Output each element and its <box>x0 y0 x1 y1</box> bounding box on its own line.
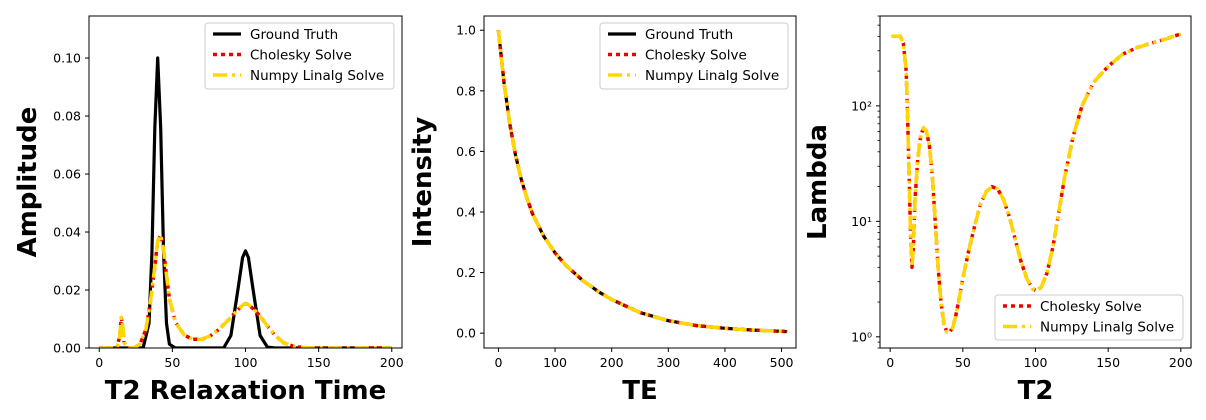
chart-3: 0 50 100 150 200 10⁰ 10¹ 10² T2 Lambda Cholesky So… <box>803 15 1193 406</box>
plot-frame <box>483 15 797 349</box>
x-axis-label: T2 Relaxation Time <box>105 376 386 406</box>
legend-box <box>994 294 1184 341</box>
x-tick-label: 0 <box>886 355 894 370</box>
y-tick-label: 0.00 <box>53 341 81 356</box>
y-tick-label: 10² <box>851 98 872 113</box>
series-line-numpy-linalg-solve <box>496 30 788 334</box>
x-tick-label: 150 <box>1096 355 1120 370</box>
legend-label: Ground Truth <box>250 27 338 43</box>
x-tick-label: 500 <box>770 355 794 370</box>
y-tick-label: 1.0 <box>456 23 476 38</box>
series-line-numpy-linalg-solve <box>891 32 1182 334</box>
y-axis-label: Lambda <box>803 124 833 240</box>
legend-label: Cholesky Solve <box>250 48 352 64</box>
y-tick-label: 0.4 <box>456 204 476 219</box>
x-tick-label: 0 <box>494 355 502 370</box>
legend-label: Numpy Linalg Solve <box>250 68 384 84</box>
legend: Ground Truth Cholesky Solve Numpy Linalg S… <box>599 22 789 90</box>
y-tick-label: 0.02 <box>53 283 81 298</box>
y-tick-label: 0.04 <box>53 225 81 240</box>
x-tick-label: 100 <box>543 355 567 370</box>
legend-label: Cholesky Solve <box>645 48 747 64</box>
y-tick-label: 0.08 <box>53 109 81 124</box>
legend-label: Numpy Linalg Solve <box>645 68 779 84</box>
legend-label: Ground Truth <box>645 27 733 43</box>
legend-label: Numpy Linalg Solve <box>1040 320 1174 336</box>
y-axis-label: Amplitude <box>13 107 43 258</box>
x-tick-label: 200 <box>600 355 624 370</box>
series-line-cholesky-solve <box>891 32 1182 334</box>
x-tick-label: 50 <box>164 355 180 370</box>
plot-frame <box>879 15 1192 349</box>
y-axis-label: Intensity <box>408 117 438 248</box>
x-tick-label: 150 <box>307 355 331 370</box>
chart-2: 0 100 200 300 400 500 0.0 0.2 0.4 0.6 0.8 1.0 TE Inte… <box>408 15 797 406</box>
x-tick-label: 300 <box>656 355 680 370</box>
x-tick-label: 100 <box>1024 355 1048 370</box>
y-tick-label: 0.10 <box>53 51 81 66</box>
plot-frame <box>88 15 403 349</box>
x-tick-label: 50 <box>955 355 971 370</box>
y-tick-label: 0.06 <box>53 167 81 182</box>
series-line-numpy-linalg-solve <box>99 233 392 348</box>
legend: Cholesky Solve Numpy Linalg Solve <box>994 294 1184 341</box>
y-tick-label: 10⁰ <box>851 329 872 344</box>
legend-label: Cholesky Solve <box>1040 299 1142 315</box>
chart-1: 0 50 100 150 200 0.00 0.02 0.04 0.06 0.08 0.10 T2 R… <box>13 15 404 406</box>
y-tick-label: 0.2 <box>456 265 476 280</box>
y-tick-label: 0.8 <box>456 83 476 98</box>
y-tick-label: 0.6 <box>456 144 476 159</box>
x-tick-label: 200 <box>380 355 404 370</box>
legend-box <box>599 22 789 90</box>
x-tick-label: 400 <box>713 355 737 370</box>
x-tick-label: 200 <box>1169 355 1193 370</box>
y-tick-label: 0.0 <box>456 326 476 341</box>
x-axis-label: T2 <box>1018 376 1054 406</box>
x-tick-label: 0 <box>95 355 103 370</box>
legend-box <box>204 22 395 90</box>
x-tick-label: 100 <box>234 355 258 370</box>
legend: Ground Truth Cholesky Solve Numpy Linalg S… <box>204 22 395 90</box>
y-tick-label: 10¹ <box>851 214 872 229</box>
x-axis-label: TE <box>622 376 658 406</box>
